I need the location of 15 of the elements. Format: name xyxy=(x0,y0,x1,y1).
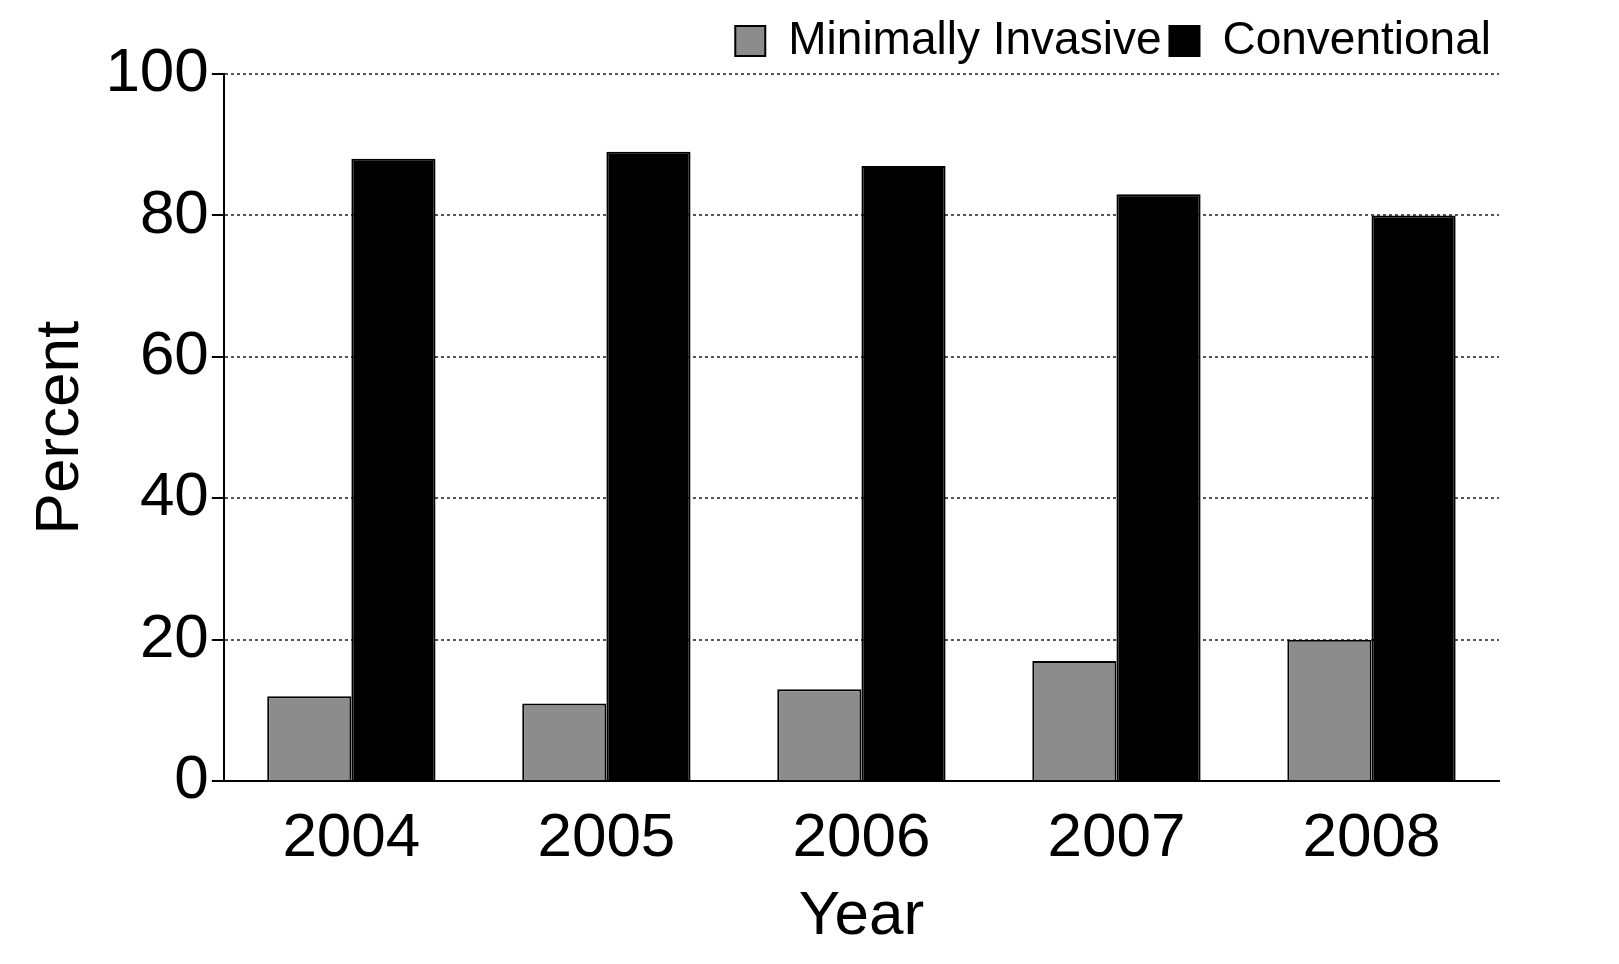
y-axis-title: Percent xyxy=(22,320,92,535)
y-tick-label: 40 xyxy=(139,459,209,529)
x-tick-label: 2006 xyxy=(792,800,931,870)
x-axis-title: Year xyxy=(798,877,925,947)
y-tick-label: 60 xyxy=(139,317,209,387)
x-tick-label: 2005 xyxy=(537,800,676,870)
legend-label: Conventional xyxy=(1222,11,1492,64)
y-tick-label: 80 xyxy=(139,176,209,246)
legend-label: Minimally Invasive xyxy=(788,11,1162,64)
x-tick-label: 2004 xyxy=(282,800,421,870)
y-tick-label: 20 xyxy=(139,600,209,670)
x-tick-label: 2007 xyxy=(1047,800,1186,870)
y-tick-label: 0 xyxy=(174,742,209,812)
x-tick-label: 2008 xyxy=(1302,800,1441,870)
y-tick-label: 100 xyxy=(105,35,209,105)
